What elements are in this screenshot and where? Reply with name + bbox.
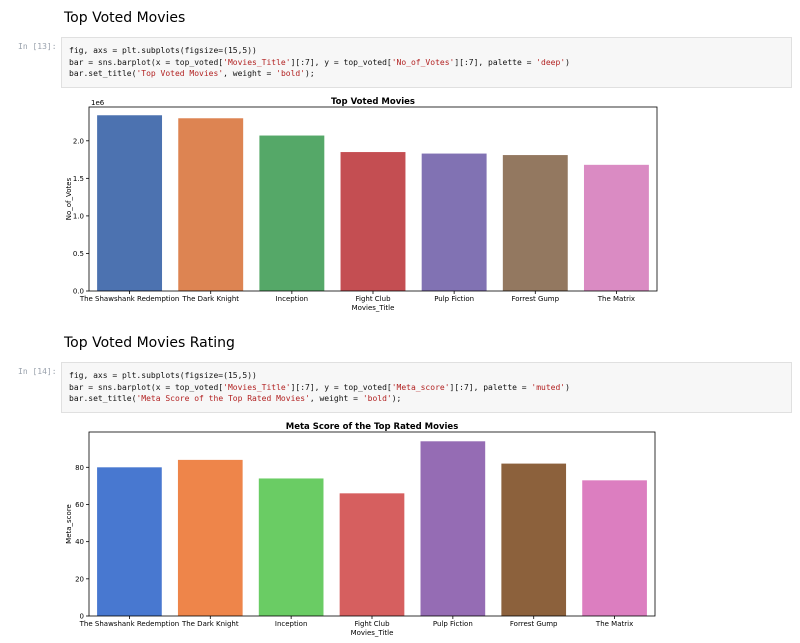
code-token: bar.set_title( <box>69 69 137 78</box>
code-token: ); <box>305 69 315 78</box>
bar <box>259 135 325 291</box>
bar-chart-meta-score: Meta Score of the Top Rated Movies The Sh… <box>65 422 656 637</box>
x-tick-label: Forrest Gump <box>510 620 558 628</box>
code-token: , weight = <box>309 394 363 403</box>
cell-prompt: In [13]: <box>18 42 57 51</box>
code-token: bar = sns.barplot(x = top_voted[ <box>69 57 224 67</box>
chart-title: Top Voted Movies <box>331 97 415 107</box>
code-token: 'bold' <box>276 69 306 78</box>
code-token: 'Movies_Title' <box>223 382 291 392</box>
bar-chart-top-voted: Top Voted Movies 1e6 The Shawshank Redempt… <box>65 97 658 312</box>
code-token: ); <box>391 394 402 403</box>
plot-frame <box>88 431 656 617</box>
code-token: bar.set_title( <box>69 394 137 403</box>
bar <box>97 115 163 291</box>
section-heading: Top Voted Movies <box>64 10 186 26</box>
section-heading: Top Voted Movies Rating <box>64 335 235 351</box>
x-tick-label: Pulp Fiction <box>434 295 474 303</box>
y-tick-label: 40 <box>75 538 84 546</box>
bar <box>177 459 243 616</box>
y-axis-label: No_of_Votes <box>65 177 73 220</box>
y-tick-label: 60 <box>75 501 84 509</box>
x-tick-label: Forrest Gump <box>511 295 559 303</box>
y-tick-label: 0.0 <box>73 288 84 296</box>
code-cell[interactable]: fig, axs = plt.subplots(figsize=(15,5)) b… <box>61 362 792 413</box>
x-tick-label: The Dark Knight <box>181 295 239 303</box>
code-line: bar = sns.barplot(x = top_voted['Movies_… <box>69 382 784 394</box>
code-token: ][:7], palette = <box>454 57 537 67</box>
code-token: 'deep' <box>536 57 566 67</box>
code-line: bar.set_title('Top Voted Movies', weight… <box>69 68 784 80</box>
code-token: fig, axs = plt.subplots(figsize=(15,5)) <box>69 46 257 55</box>
code-line: fig, axs = plt.subplots(figsize=(15,5)) <box>69 370 784 382</box>
x-tick-label: Fight Club <box>355 295 391 303</box>
code-token: fig, axs = plt.subplots(figsize=(15,5)) <box>69 371 257 380</box>
x-tick-label: The Dark Knight <box>181 620 239 628</box>
code-token: 'bold' <box>362 394 392 403</box>
y-tick-label: 0 <box>80 613 84 621</box>
code-token: 'muted' <box>531 382 566 392</box>
y-tick-label: 1.0 <box>73 212 84 220</box>
y-axis-label: Meta_score <box>65 504 73 544</box>
code-token: ) <box>565 382 570 392</box>
y-tick-label: 0.5 <box>73 250 84 258</box>
bar <box>339 493 405 616</box>
y-tick-label: 2.0 <box>73 137 84 145</box>
x-axis-label: Movies_Title <box>351 629 394 637</box>
code-token: ][:7], y = top_voted[ <box>290 382 392 392</box>
bar <box>258 478 324 616</box>
code-token: , weight = <box>223 69 277 78</box>
x-tick-label: The Shawshank Redemption <box>79 295 180 303</box>
code-token: 'Movies_Title' <box>223 57 291 67</box>
bar <box>501 463 567 616</box>
x-tick-label: Inception <box>276 295 309 303</box>
x-tick-label: Inception <box>275 620 308 628</box>
axis-offset-label: 1e6 <box>91 99 105 107</box>
code-token: 'No_of_Votes' <box>391 57 455 67</box>
bar <box>340 152 406 291</box>
code-line: fig, axs = plt.subplots(figsize=(15,5)) <box>69 45 784 57</box>
code-token: ][:7], y = top_voted[ <box>290 57 392 67</box>
y-tick-label: 80 <box>75 464 84 472</box>
chart-title: Meta Score of the Top Rated Movies <box>286 422 459 432</box>
x-tick-label: The Matrix <box>597 295 635 303</box>
code-line: bar = sns.barplot(x = top_voted['Movies_… <box>69 57 784 69</box>
cell-prompt: In [14]: <box>18 367 57 376</box>
y-tick-label: 1.5 <box>73 175 84 183</box>
x-tick-label: The Shawshank Redemption <box>79 620 180 628</box>
bar <box>420 441 486 616</box>
bar <box>178 118 244 291</box>
bar <box>97 467 162 616</box>
code-token: 'Meta_score' <box>391 382 450 392</box>
x-axis-label: Movies_Title <box>352 304 395 312</box>
bar <box>502 155 568 291</box>
x-tick-label: The Matrix <box>595 620 633 628</box>
code-token: bar = sns.barplot(x = top_voted[ <box>69 382 224 392</box>
bar <box>421 153 487 291</box>
x-tick-label: Pulp Fiction <box>433 620 473 628</box>
plot-frame <box>88 106 658 292</box>
x-tick-label: Fight Club <box>354 620 390 628</box>
code-token: 'Meta Score of the Top Rated Movies' <box>136 394 310 403</box>
bar <box>582 480 647 616</box>
code-cell[interactable]: fig, axs = plt.subplots(figsize=(15,5)) b… <box>61 37 792 88</box>
code-token: ][:7], palette = <box>449 382 532 392</box>
bar <box>583 164 649 291</box>
y-tick-label: 20 <box>75 575 84 583</box>
code-line: bar.set_title('Meta Score of the Top Rat… <box>69 393 784 405</box>
code-token: ) <box>565 57 570 67</box>
code-token: 'Top Voted Movies' <box>136 69 224 78</box>
